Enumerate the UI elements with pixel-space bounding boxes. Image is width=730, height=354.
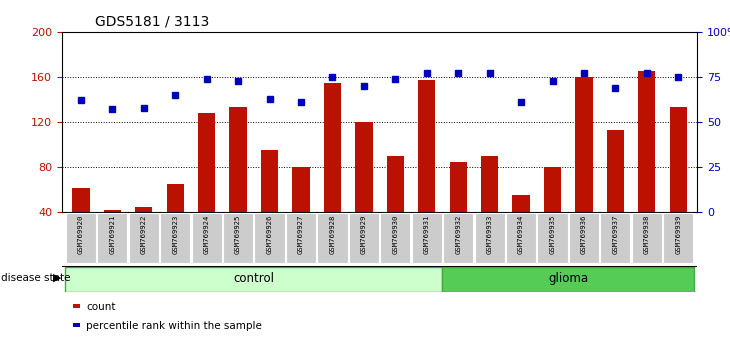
Text: GSM769933: GSM769933: [487, 215, 493, 254]
FancyBboxPatch shape: [600, 213, 631, 263]
FancyBboxPatch shape: [97, 213, 128, 263]
Text: GSM769934: GSM769934: [518, 215, 524, 254]
Text: GSM769935: GSM769935: [550, 215, 556, 254]
FancyBboxPatch shape: [443, 213, 473, 263]
FancyBboxPatch shape: [663, 213, 694, 263]
Text: count: count: [86, 302, 115, 312]
Bar: [261, 150, 278, 258]
Bar: [512, 195, 530, 258]
Bar: [166, 184, 184, 258]
Text: GSM769921: GSM769921: [110, 215, 115, 254]
Bar: [544, 167, 561, 258]
Text: GSM769930: GSM769930: [392, 215, 399, 254]
FancyBboxPatch shape: [160, 213, 191, 263]
Bar: [356, 122, 372, 258]
Bar: [575, 77, 593, 258]
Text: GSM769924: GSM769924: [204, 215, 210, 254]
Text: control: control: [234, 272, 274, 285]
Text: GDS5181 / 3113: GDS5181 / 3113: [95, 14, 210, 28]
Text: GSM769923: GSM769923: [172, 215, 178, 254]
Bar: [669, 108, 687, 258]
FancyBboxPatch shape: [412, 213, 442, 263]
Text: GSM769926: GSM769926: [266, 215, 272, 254]
FancyBboxPatch shape: [286, 213, 316, 263]
Text: disease state: disease state: [1, 273, 71, 283]
FancyBboxPatch shape: [318, 213, 347, 263]
Text: GSM769929: GSM769929: [361, 215, 367, 254]
FancyBboxPatch shape: [474, 213, 504, 263]
Text: GSM769937: GSM769937: [612, 215, 618, 254]
Bar: [72, 188, 90, 258]
Text: GSM769938: GSM769938: [644, 215, 650, 254]
Text: GSM769936: GSM769936: [581, 215, 587, 254]
Bar: [418, 80, 435, 258]
Bar: [229, 108, 247, 258]
Bar: [135, 207, 153, 258]
Bar: [607, 130, 624, 258]
Text: ▶: ▶: [53, 273, 62, 283]
FancyBboxPatch shape: [223, 213, 253, 263]
FancyBboxPatch shape: [537, 213, 568, 263]
Bar: [638, 72, 656, 258]
FancyBboxPatch shape: [631, 213, 662, 263]
FancyBboxPatch shape: [349, 213, 379, 263]
FancyBboxPatch shape: [66, 213, 96, 263]
Text: GSM769920: GSM769920: [78, 215, 84, 254]
Bar: [481, 156, 499, 258]
FancyBboxPatch shape: [65, 267, 442, 292]
Bar: [198, 113, 215, 258]
Bar: [387, 156, 404, 258]
Text: glioma: glioma: [548, 272, 588, 285]
Bar: [104, 210, 121, 258]
Bar: [450, 162, 467, 258]
Text: GSM769927: GSM769927: [298, 215, 304, 254]
Bar: [324, 82, 341, 258]
Text: GSM769925: GSM769925: [235, 215, 241, 254]
FancyBboxPatch shape: [255, 213, 285, 263]
FancyBboxPatch shape: [191, 213, 222, 263]
Text: GSM769931: GSM769931: [423, 215, 430, 254]
Text: GSM769928: GSM769928: [329, 215, 336, 254]
Text: GSM769922: GSM769922: [141, 215, 147, 254]
FancyBboxPatch shape: [506, 213, 536, 263]
FancyBboxPatch shape: [128, 213, 159, 263]
Text: percentile rank within the sample: percentile rank within the sample: [86, 321, 262, 331]
Bar: [292, 167, 310, 258]
FancyBboxPatch shape: [569, 213, 599, 263]
Text: GSM769932: GSM769932: [456, 215, 461, 254]
FancyBboxPatch shape: [380, 213, 410, 263]
FancyBboxPatch shape: [442, 267, 694, 292]
Text: GSM769939: GSM769939: [675, 215, 681, 254]
